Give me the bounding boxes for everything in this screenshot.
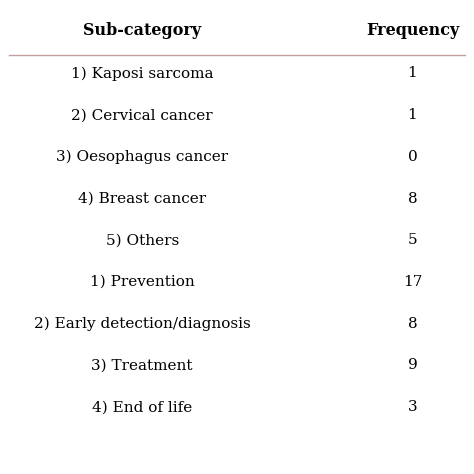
Text: 0: 0 [408, 150, 417, 164]
Text: 1: 1 [408, 108, 417, 122]
Text: 1: 1 [408, 66, 417, 81]
Text: Sub-category: Sub-category [83, 22, 201, 39]
Text: 4) End of life: 4) End of life [92, 400, 192, 414]
Text: 4) Breast cancer: 4) Breast cancer [78, 191, 206, 206]
Text: 1) Prevention: 1) Prevention [90, 275, 194, 289]
Text: 8: 8 [408, 317, 417, 331]
Text: 5) Others: 5) Others [106, 233, 179, 247]
Text: 17: 17 [403, 275, 422, 289]
Text: 1) Kaposi sarcoma: 1) Kaposi sarcoma [71, 66, 213, 81]
Text: 8: 8 [408, 191, 417, 206]
Text: 3) Treatment: 3) Treatment [91, 358, 193, 373]
Text: 2) Cervical cancer: 2) Cervical cancer [72, 108, 213, 122]
Text: 3) Oesophagus cancer: 3) Oesophagus cancer [56, 150, 228, 164]
Text: 2) Early detection/diagnosis: 2) Early detection/diagnosis [34, 317, 251, 331]
Text: 5: 5 [408, 233, 417, 247]
Text: 3: 3 [408, 400, 417, 414]
Text: 9: 9 [408, 358, 417, 373]
Text: Frequency: Frequency [366, 22, 459, 39]
